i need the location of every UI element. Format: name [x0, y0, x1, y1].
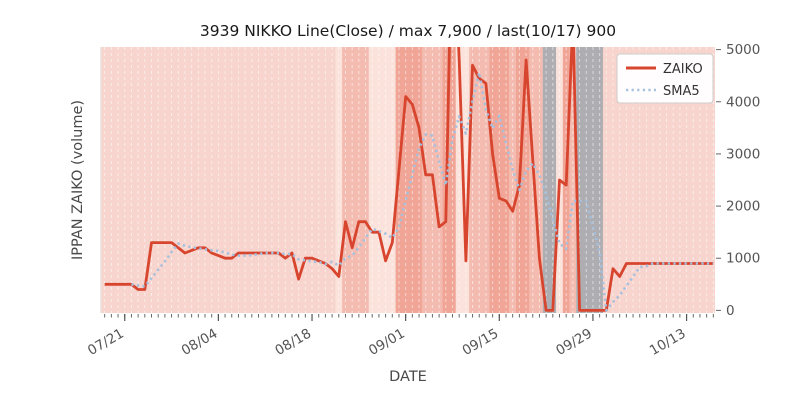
- y-tick-label: 0: [726, 303, 735, 319]
- day-band: [368, 47, 396, 313]
- sma5-line: [131, 71, 714, 312]
- day-band: [395, 47, 423, 313]
- legend: ZAIKO SMA5: [616, 53, 714, 104]
- y-tick-label: 5000: [726, 42, 760, 58]
- y-tick-label: 4000: [726, 94, 760, 110]
- legend-zaiko-label: ZAIKO: [663, 62, 703, 77]
- x-axis-label: DATE: [389, 369, 427, 385]
- day-band: [576, 47, 603, 313]
- y-tick-label: 3000: [726, 146, 760, 162]
- legend-box: [616, 53, 714, 104]
- y-axis-ticks: 0 1000 2000 3000 4000 5000: [716, 42, 760, 319]
- series-lines: [104, 47, 714, 312]
- y-tick-label: 1000: [726, 251, 760, 267]
- chart-title: 3939 NIKKO Line(Close) / max 7,900 / las…: [200, 22, 616, 40]
- y-axis-label: IPPAN ZAIKO (volume): [70, 100, 86, 260]
- y-tick-label: 2000: [726, 199, 760, 215]
- legend-sma5-label: SMA5: [663, 84, 700, 99]
- day-band: [342, 47, 369, 313]
